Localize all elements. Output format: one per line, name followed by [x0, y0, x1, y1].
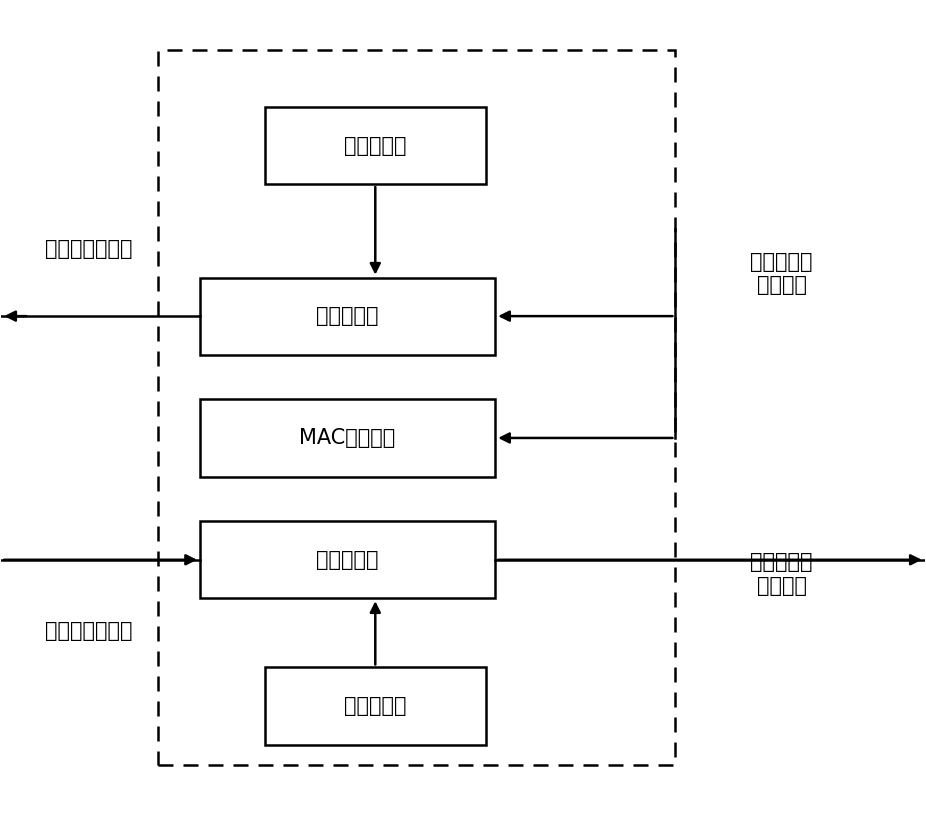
Text: 以太网数据
信号发送: 以太网数据 信号发送: [750, 553, 813, 596]
Text: 以太网数据
信号接收: 以太网数据 信号接收: [750, 252, 813, 295]
Text: 发送端缓存: 发送端缓存: [317, 550, 379, 570]
Bar: [200, 522, 495, 598]
Bar: [265, 107, 486, 184]
Bar: [200, 399, 495, 477]
Text: 读使能控制信号: 读使能控制信号: [45, 239, 132, 259]
Bar: [200, 278, 495, 355]
Text: 接收端缓存: 接收端缓存: [317, 306, 379, 326]
Text: 发送帧统计: 发送帧统计: [344, 696, 407, 716]
Bar: [265, 667, 486, 745]
Bar: [158, 50, 675, 765]
Text: 接收帧统计: 接收帧统计: [344, 135, 407, 156]
Text: MAC地址提取: MAC地址提取: [299, 428, 395, 448]
Text: 读使能控制信号: 读使能控制信号: [45, 621, 132, 641]
